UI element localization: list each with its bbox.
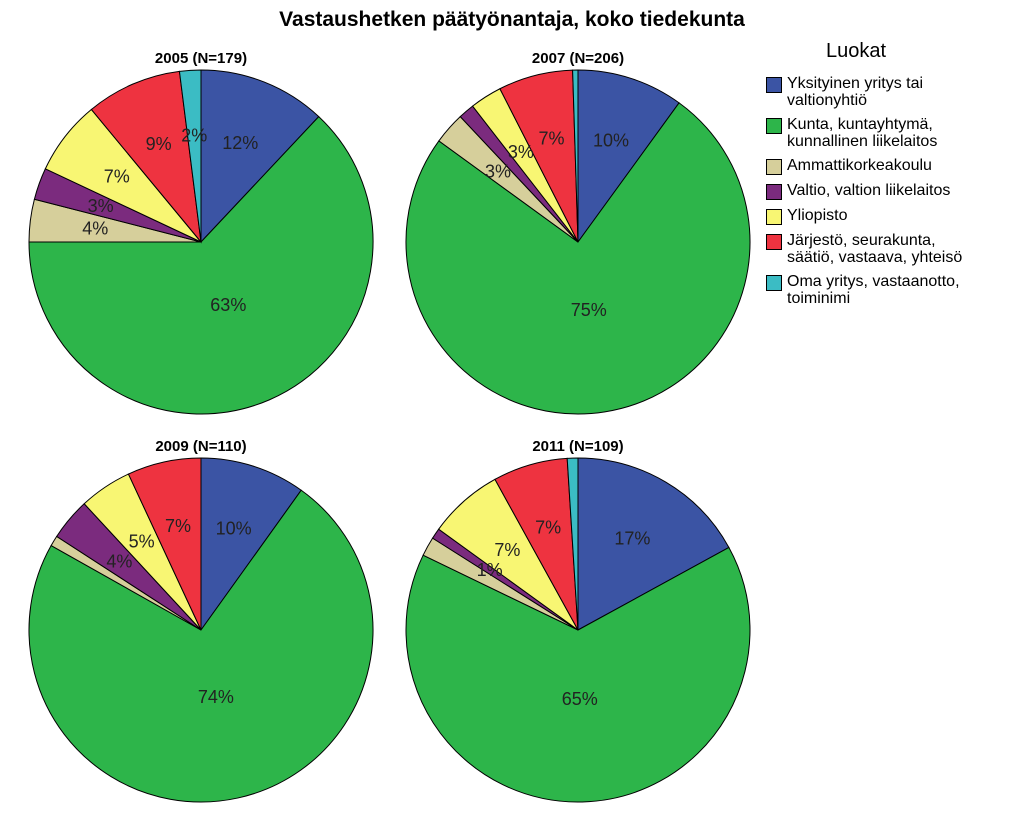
legend: Luokat Yksityinen yritys tai valtionyhti… <box>766 40 1021 314</box>
pie-slice <box>127 457 202 631</box>
chart-title: Vastaushetken päätyönantaja, koko tiedek… <box>279 8 745 31</box>
legend-swatch <box>766 234 782 250</box>
pie-slice-label: 7% <box>165 516 191 536</box>
pie-slice <box>28 489 374 803</box>
pie-title: 2007 (N=206) <box>532 50 624 67</box>
legend-label: Kunta, kuntayhtymä, kunnallinen liikelai… <box>787 116 938 150</box>
pie-slice-label: 10% <box>216 518 252 538</box>
pie-slice-label: 7% <box>535 518 561 538</box>
pie-slice <box>90 70 202 244</box>
legend-item: Kunta, kuntayhtymä, kunnallinen liikelai… <box>766 116 1021 150</box>
pie-slice-label: 7% <box>538 129 564 149</box>
pie-title: 2005 (N=179) <box>155 50 247 67</box>
legend-swatch <box>766 275 782 291</box>
pie-slice <box>577 69 680 244</box>
pie-slice-label: 7% <box>494 540 520 560</box>
legend-item: Yksityinen yritys tai valtionyhtiö <box>766 75 1021 109</box>
legend-label: Valtio, valtion liikelaitos <box>787 182 951 199</box>
pie-title: 2011 (N=109) <box>532 438 623 455</box>
pie-slice <box>200 69 320 244</box>
legend-item: Ammattikorkeakoulu <box>766 157 1021 175</box>
pie-slice-label: 7% <box>104 167 130 187</box>
legend-swatch <box>766 118 782 134</box>
legend-item: Yliopisto <box>766 207 1021 225</box>
pie-slice-label: 4% <box>106 551 132 571</box>
legend-label: Järjestö, seurakunta, säätiö, vastaava, … <box>787 232 963 266</box>
legend-item: Järjestö, seurakunta, säätiö, vastaava, … <box>766 232 1021 266</box>
legend-swatch <box>766 159 782 175</box>
pie-slice-label: 3% <box>485 161 511 181</box>
legend-label: Oma yritys, vastaanotto, toiminimi <box>787 273 960 307</box>
pie-slice <box>572 69 579 243</box>
pie-slice-label: 74% <box>198 687 234 707</box>
pie-slice-label: 65% <box>562 689 598 709</box>
pie-slice-label: 5% <box>129 531 155 551</box>
pie-slice-label: 17% <box>614 528 650 548</box>
legend-swatch <box>766 184 782 200</box>
pie-slice-label: 3% <box>508 142 534 162</box>
legend-label: Yliopisto <box>787 207 848 224</box>
pie-slice <box>28 115 374 415</box>
legend-item: Valtio, valtion liikelaitos <box>766 182 1021 200</box>
pie-slice-label: 9% <box>146 134 172 154</box>
pie-slice-label: 1% <box>477 560 503 580</box>
pie-slice <box>577 457 730 631</box>
pie-slice <box>200 457 302 632</box>
legend-list: Yksityinen yritys tai valtionyhtiö Kunta,… <box>766 75 1021 307</box>
legend-label: Ammattikorkeakoulu <box>787 157 932 174</box>
pie-slice <box>405 546 751 803</box>
pie-slice-label: 10% <box>593 131 629 151</box>
pie-slice-label: 3% <box>88 196 114 216</box>
pie-slice <box>178 69 202 243</box>
pie-slice-label: 63% <box>210 295 246 315</box>
pie-title: 2009 (N=110) <box>155 438 246 455</box>
pie-charts: 2005 (N=179)12%63%4%3%7%9% 2%2007 (N=206)… <box>28 50 751 803</box>
pie-slice-label: 2% <box>181 126 207 146</box>
legend-label: Yksityinen yritys tai valtionyhtiö <box>787 75 924 109</box>
pie-slice <box>405 102 751 415</box>
legend-title: Luokat <box>825 40 887 62</box>
pie-slice-label: 4% <box>82 219 108 239</box>
pie-slice-label: 75% <box>571 300 607 320</box>
legend-item: Oma yritys, vastaanotto, toiminimi <box>766 273 1021 307</box>
pie-slice-label: 12% <box>222 133 258 153</box>
pie-slice <box>566 457 579 631</box>
legend-swatch <box>766 209 782 225</box>
legend-swatch <box>766 77 782 93</box>
